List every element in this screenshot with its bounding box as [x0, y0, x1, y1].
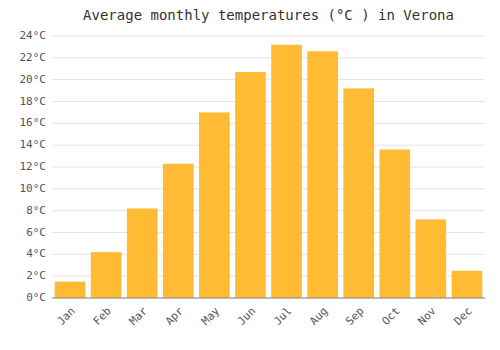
x-tick-label: Jun: [235, 305, 258, 328]
y-tick-label: 4°C: [26, 247, 46, 260]
y-tick-label: 18°C: [20, 95, 47, 108]
grid-line: [52, 145, 485, 146]
bar: [307, 51, 338, 298]
grid-line: [52, 36, 485, 37]
x-tick-label: Sep: [343, 305, 366, 328]
bar: [379, 150, 410, 298]
x-tick-label: Apr: [163, 304, 187, 328]
y-tick-label: 12°C: [20, 160, 47, 173]
x-tick-label: Aug: [307, 305, 330, 328]
y-tick-label: 22°C: [20, 51, 47, 64]
y-tick-label: 8°C: [26, 204, 46, 217]
bar: [163, 164, 194, 298]
y-tick-label: 14°C: [20, 138, 47, 151]
bar: [452, 271, 483, 298]
bars: [55, 45, 483, 298]
bar: [343, 88, 374, 298]
y-tick-label: 16°C: [20, 116, 47, 129]
bar: [416, 219, 447, 298]
bar: [91, 252, 122, 298]
grid-line: [52, 57, 485, 58]
grid-line: [52, 298, 485, 299]
grid-line: [52, 188, 485, 189]
bar: [199, 112, 230, 298]
x-tick-label: May: [199, 304, 223, 328]
y-tick-label: 10°C: [20, 182, 47, 195]
grid-line: [52, 210, 485, 211]
chart-container: 0°C 2°C 4°C 6°C 8°C 10°C 12°C 14°C 16°C 18°C 20°C 2…: [0, 0, 500, 350]
bar: [271, 45, 302, 298]
x-tick-label: Nov: [415, 304, 439, 328]
bar: [55, 282, 86, 298]
y-tick-label: 6°C: [26, 226, 46, 239]
x-tick-label: Dec: [451, 305, 474, 328]
x-tick-label: Jan: [55, 305, 78, 328]
title: Average monthly temperatures (°C ) in Ve…: [83, 7, 454, 23]
x-tick-label: Mar: [127, 304, 151, 328]
chart: 0°C 2°C 4°C 6°C 8°C 10°C 12°C 14°C 16°C 18°C 20°C 2…: [0, 0, 500, 350]
x-tick-label: Feb: [91, 305, 114, 328]
grid-line: [52, 79, 485, 80]
y-tick-label: 24°C: [20, 29, 47, 42]
grid: [52, 36, 485, 298]
x-tick-label: Oct: [379, 305, 402, 328]
y-tick-label: 20°C: [20, 73, 47, 86]
grid-line: [52, 167, 485, 168]
bar: [235, 72, 266, 298]
y-tick-label: 0°C: [26, 291, 46, 304]
grid-line: [52, 101, 485, 102]
grid-line: [52, 123, 485, 124]
bar: [127, 208, 158, 298]
x-tick-label: Jul: [271, 305, 294, 328]
x-axis-line: [52, 298, 485, 299]
y-tick-label: 2°C: [26, 269, 46, 282]
